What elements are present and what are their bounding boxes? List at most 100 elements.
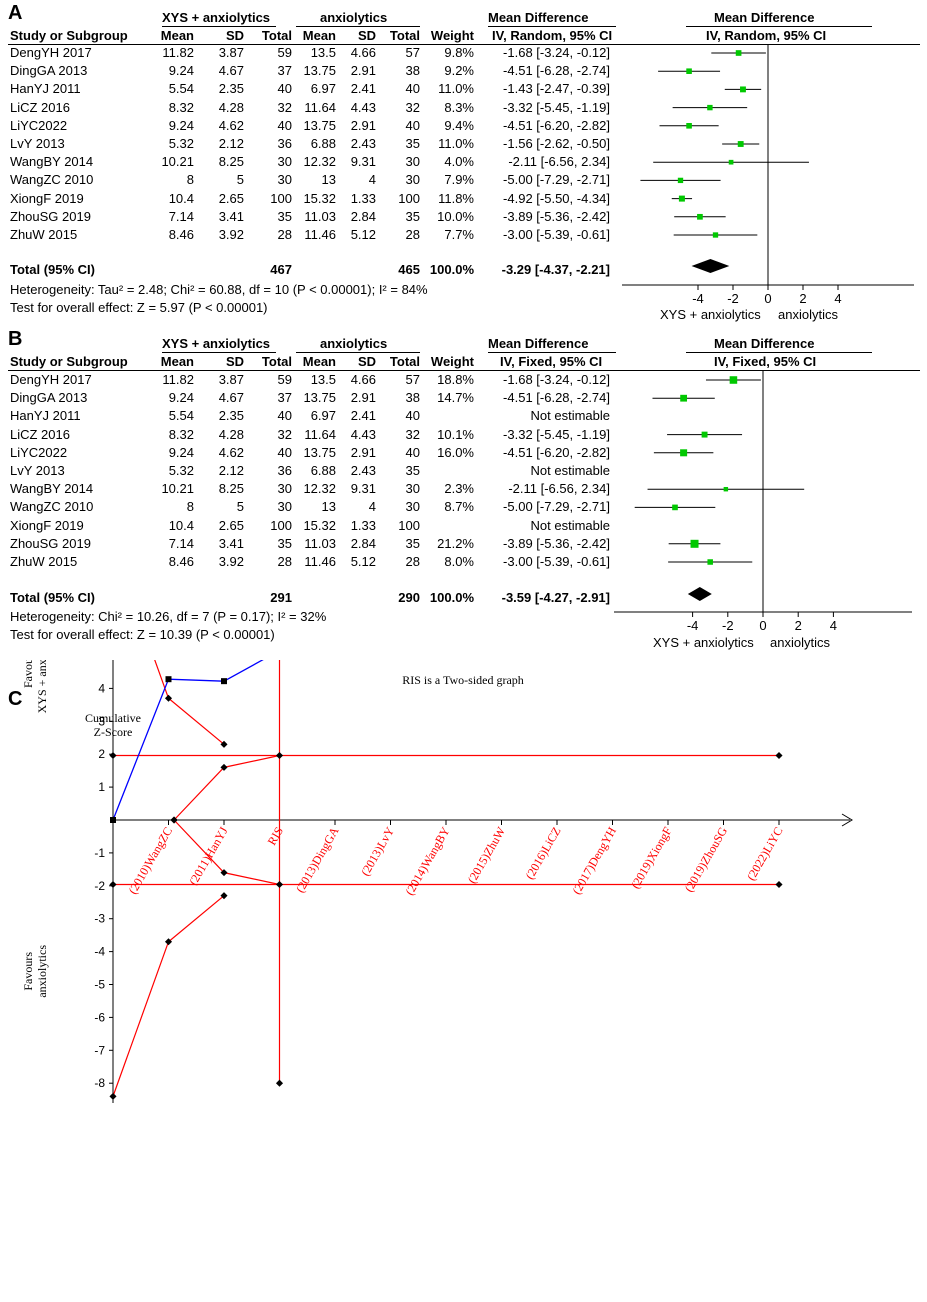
col-weight-b: Weight xyxy=(430,354,474,369)
cell-w: 7.7% xyxy=(444,227,474,242)
cell-n1: 32 xyxy=(277,99,292,115)
col-total1-b: Total xyxy=(261,354,292,369)
md-rule-a xyxy=(488,26,616,27)
cell-study: HanYJ 2011 xyxy=(10,408,81,424)
col-mean2-b: Mean xyxy=(302,354,336,369)
x-tick-label: 2 xyxy=(799,291,806,306)
cell-sd1: 2.65 xyxy=(218,517,244,533)
cell-n1: 100 xyxy=(270,190,292,206)
cell-study: LiCZ 2016 xyxy=(10,99,70,115)
cell-ci: -3.00 [-5.39, -0.61] xyxy=(503,227,610,242)
forest-plot-b: -4 -2 0 2 4 xyxy=(614,370,912,633)
cell-w: 8.0% xyxy=(444,554,474,569)
forest-header-b: Mean Difference xyxy=(714,336,815,351)
cell-n2: 57 xyxy=(405,45,420,60)
cell-ci: -4.51 [-6.20, -2.82] xyxy=(503,117,610,133)
cell-study: DingGA 2013 xyxy=(10,63,88,79)
boundary-marker xyxy=(220,740,228,748)
cell-m2: 11.46 xyxy=(304,227,336,242)
col-mean1-b: Mean xyxy=(160,354,194,369)
col-study-b: Study or Subgroup xyxy=(10,354,128,369)
cell-ci: -3.89 [-5.36, -2.42] xyxy=(503,208,610,224)
cell-study: WangZC 2010 xyxy=(10,172,94,188)
effect-marker xyxy=(707,559,713,565)
effect-marker xyxy=(690,539,699,548)
cell-n1: 100 xyxy=(270,517,292,533)
cell-sd2: 4 xyxy=(368,172,376,188)
cell-m2: 11.46 xyxy=(304,554,336,569)
y-tick-label: 4 xyxy=(98,681,105,695)
boundary-marker xyxy=(775,751,783,760)
cell-sd1: 2.65 xyxy=(218,190,244,206)
ris-marker xyxy=(275,1079,284,1087)
x-category-label: (2022)LiYC xyxy=(744,825,786,883)
md-header-a: Mean Difference xyxy=(488,10,589,25)
cell-n2: 57 xyxy=(405,372,420,387)
effect-marker xyxy=(701,431,708,438)
cell-m1: 7.14 xyxy=(168,535,194,551)
total-ci-b: -3.59 [-4.27, -2.91] xyxy=(501,590,610,605)
cell-m1: 9.24 xyxy=(168,444,194,460)
cell-n1: 30 xyxy=(277,154,292,170)
cell-m2: 12.32 xyxy=(303,154,336,170)
col-sd2-a: SD xyxy=(357,28,376,43)
cell-m2: 13.75 xyxy=(303,63,336,79)
effect-marker xyxy=(680,394,688,402)
cell-n2: 100 xyxy=(398,190,420,206)
cell-n2: 32 xyxy=(405,99,420,115)
forest-rule-b xyxy=(686,352,872,353)
cell-ci: -1.56 [-2.62, -0.50] xyxy=(503,136,610,151)
cell-ci: -4.51 [-6.28, -2.74] xyxy=(503,63,610,79)
cell-sd1: 3.92 xyxy=(218,227,244,242)
boundary-marker xyxy=(170,816,178,824)
cell-n2: 40 xyxy=(405,81,420,97)
cell-n1: 40 xyxy=(277,444,292,460)
cell-m2: 6.97 xyxy=(310,81,336,97)
effect-marker xyxy=(680,449,688,457)
forest-sub-b: IV, Fixed, 95% CI xyxy=(714,354,817,369)
x-category-label: (2016)LiCZ xyxy=(522,825,563,882)
total-weight-a: 100.0% xyxy=(429,262,474,277)
cell-n2: 30 xyxy=(405,499,420,515)
cell-ci: -5.00 [-7.29, -2.71] xyxy=(503,499,610,515)
cell-study: DengYH 2017 xyxy=(10,372,92,387)
pooled-diamond xyxy=(687,587,712,601)
overall-effect-b: Test for overall effect: Z = 10.39 (P < … xyxy=(10,627,275,642)
cell-n2: 40 xyxy=(405,408,420,424)
cell-ci: -1.68 [-3.24, -0.12] xyxy=(503,45,610,60)
cell-study: XiongF 2019 xyxy=(10,190,84,206)
favours-top-label: Favours xyxy=(21,660,35,688)
cell-sd2: 2.91 xyxy=(350,63,376,79)
cell-n1: 30 xyxy=(277,172,292,188)
cell-m1: 5.32 xyxy=(168,136,194,151)
x-tick-label: 0 xyxy=(764,291,771,306)
cell-sd2: 9.31 xyxy=(350,154,376,170)
col-sd2-b: SD xyxy=(357,354,376,369)
x-axis-arrow xyxy=(841,813,853,827)
cell-sd1: 4.62 xyxy=(218,444,244,460)
effect-marker xyxy=(729,376,738,384)
total-label-a: Total (95% CI) xyxy=(10,262,95,277)
cell-w: 9.2% xyxy=(444,63,474,79)
md-sub-b: IV, Fixed, 95% CI xyxy=(500,354,603,369)
cell-sd2: 4 xyxy=(368,499,376,515)
y-tick-label: 3 xyxy=(98,714,105,728)
cell-n1: 40 xyxy=(277,117,292,133)
cell-sd2: 2.91 xyxy=(350,390,376,406)
cell-w: 7.9% xyxy=(444,172,474,188)
cell-sd1: 2.35 xyxy=(218,408,244,424)
cell-ci: -2.11 [-6.56, 2.34] xyxy=(508,154,610,170)
effect-marker xyxy=(737,141,744,147)
favours-right-b: anxiolytics xyxy=(770,635,830,650)
favours-left-a: XYS + anxiolytics xyxy=(660,307,761,322)
favours-bottom-label: Favours xyxy=(21,952,35,991)
cell-ci: -3.32 [-5.45, -1.19] xyxy=(503,426,610,442)
heterogeneity-b: Heterogeneity: Chi² = 10.26, df = 7 (P =… xyxy=(10,609,327,624)
cell-sd1: 2.12 xyxy=(218,463,244,478)
cell-w: 10.1% xyxy=(437,426,474,442)
cell-sd1: 3.87 xyxy=(218,372,244,387)
cell-study: LvY 2013 xyxy=(10,463,65,478)
cell-study: ZhouSG 2019 xyxy=(10,535,91,551)
cell-w: 11.0% xyxy=(438,136,474,151)
cell-sd1: 4.62 xyxy=(218,117,244,133)
